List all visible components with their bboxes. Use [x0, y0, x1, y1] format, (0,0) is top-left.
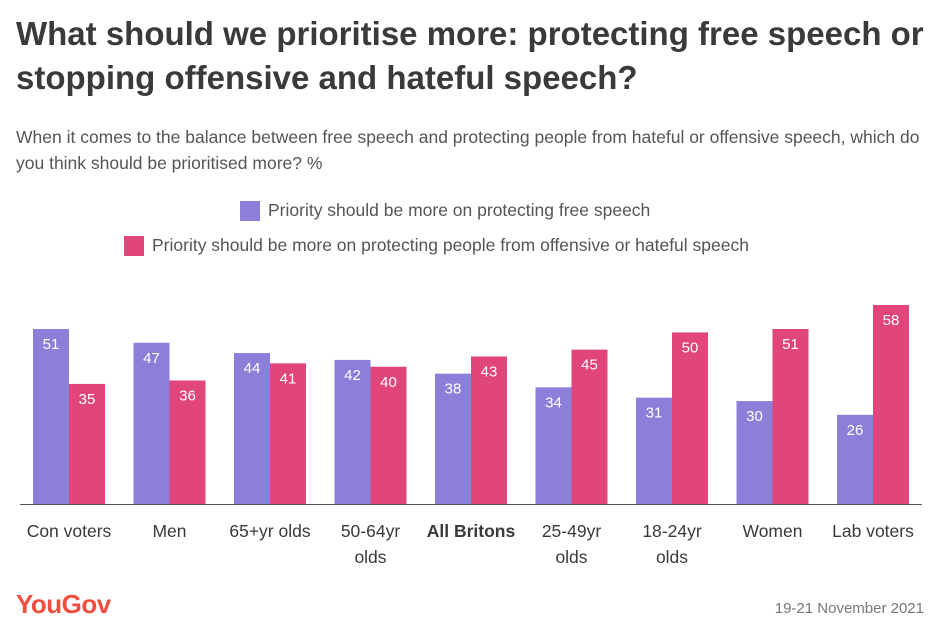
bar-protect-men: [169, 380, 206, 504]
yougov-logo: YouGov: [16, 589, 111, 619]
category-label-18-24yr-olds: 18-24yr olds: [642, 521, 702, 567]
legend-label-protecting: Priority should be more on protecting pe…: [152, 235, 749, 255]
bar-free-lab-voters: [837, 414, 873, 504]
bar-free-18-24yr-olds: [636, 397, 672, 504]
legend-label-free-speech: Priority should be more on protecting fr…: [268, 200, 651, 220]
bar-free-men: [133, 342, 170, 504]
data-label-protect-men: 36: [179, 387, 196, 404]
bar-protect-50-64yr-olds: [370, 366, 407, 504]
data-label-free-women: 30: [746, 408, 763, 425]
data-label-free-all-britons: 38: [445, 381, 462, 398]
data-label-protect-25-49yr-olds: 45: [581, 357, 598, 374]
legend-protecting: Priority should be more on protecting pe…: [124, 235, 749, 256]
bar-free-con-voters: [33, 329, 69, 504]
data-label-free-con-voters: 51: [43, 336, 60, 353]
bar-protect-lab-voters: [873, 305, 909, 504]
legend-swatch-protecting: [124, 235, 144, 256]
data-label-protect-lab-voters: 58: [883, 312, 900, 329]
bar-free-65-yr-olds: [234, 353, 270, 504]
data-label-protect-18-24yr-olds: 50: [682, 339, 699, 356]
data-label-free-men: 47: [143, 350, 160, 367]
data-label-protect-women: 51: [782, 336, 799, 353]
bar-free-all-britons: [435, 373, 471, 504]
data-label-free-18-24yr-olds: 31: [646, 405, 663, 422]
category-label-all-britons: All Britons: [426, 521, 516, 541]
data-label-protect-all-britons: 43: [481, 363, 498, 380]
bar-protect-all-britons: [471, 356, 507, 504]
chart-subtitle: When it comes to the balance between fre…: [16, 127, 920, 173]
bar-free-25-49yr-olds: [535, 387, 572, 504]
category-label-25-49yr-olds: 25-49yr olds: [541, 521, 602, 567]
data-label-free-50-64yr-olds: 42: [344, 367, 361, 384]
legend-free-speech: Priority should be more on protecting fr…: [240, 200, 650, 221]
category-label-women: Women: [742, 521, 803, 541]
chart-title: What should we prioritise more: protecti…: [16, 15, 924, 96]
survey-date: 19-21 November 2021: [774, 600, 924, 617]
legend-swatch-free-speech: [240, 200, 260, 221]
bar-protect-18-24yr-olds: [672, 332, 708, 504]
bar-protect-women: [772, 329, 809, 504]
data-label-protect-con-voters: 35: [79, 391, 96, 408]
bar-protect-65-yr-olds: [270, 363, 306, 504]
bar-protect-con-voters: [69, 383, 105, 504]
data-label-free-lab-voters: 26: [847, 422, 864, 439]
category-label-men: Men: [152, 521, 187, 541]
bar-free-women: [736, 401, 773, 504]
bar-chart: 51 35 47 36 44 41 42 40 38 43 34 45 31 50 30 51 26 58: [20, 305, 922, 505]
data-label-protect-65-yr-olds: 41: [280, 370, 297, 387]
category-label-65-yr-olds: 65+yr olds: [229, 521, 311, 541]
data-label-free-25-49yr-olds: 34: [545, 394, 562, 411]
bar-protect-25-49yr-olds: [571, 349, 608, 504]
category-label-lab-voters: Lab voters: [832, 521, 914, 541]
bar-free-50-64yr-olds: [334, 359, 371, 504]
category-label-50-64yr-olds: 50-64yr olds: [340, 521, 401, 567]
data-label-protect-50-64yr-olds: 40: [380, 374, 397, 391]
data-label-free-65-yr-olds: 44: [244, 360, 261, 377]
category-label-con-voters: Con voters: [26, 521, 112, 541]
